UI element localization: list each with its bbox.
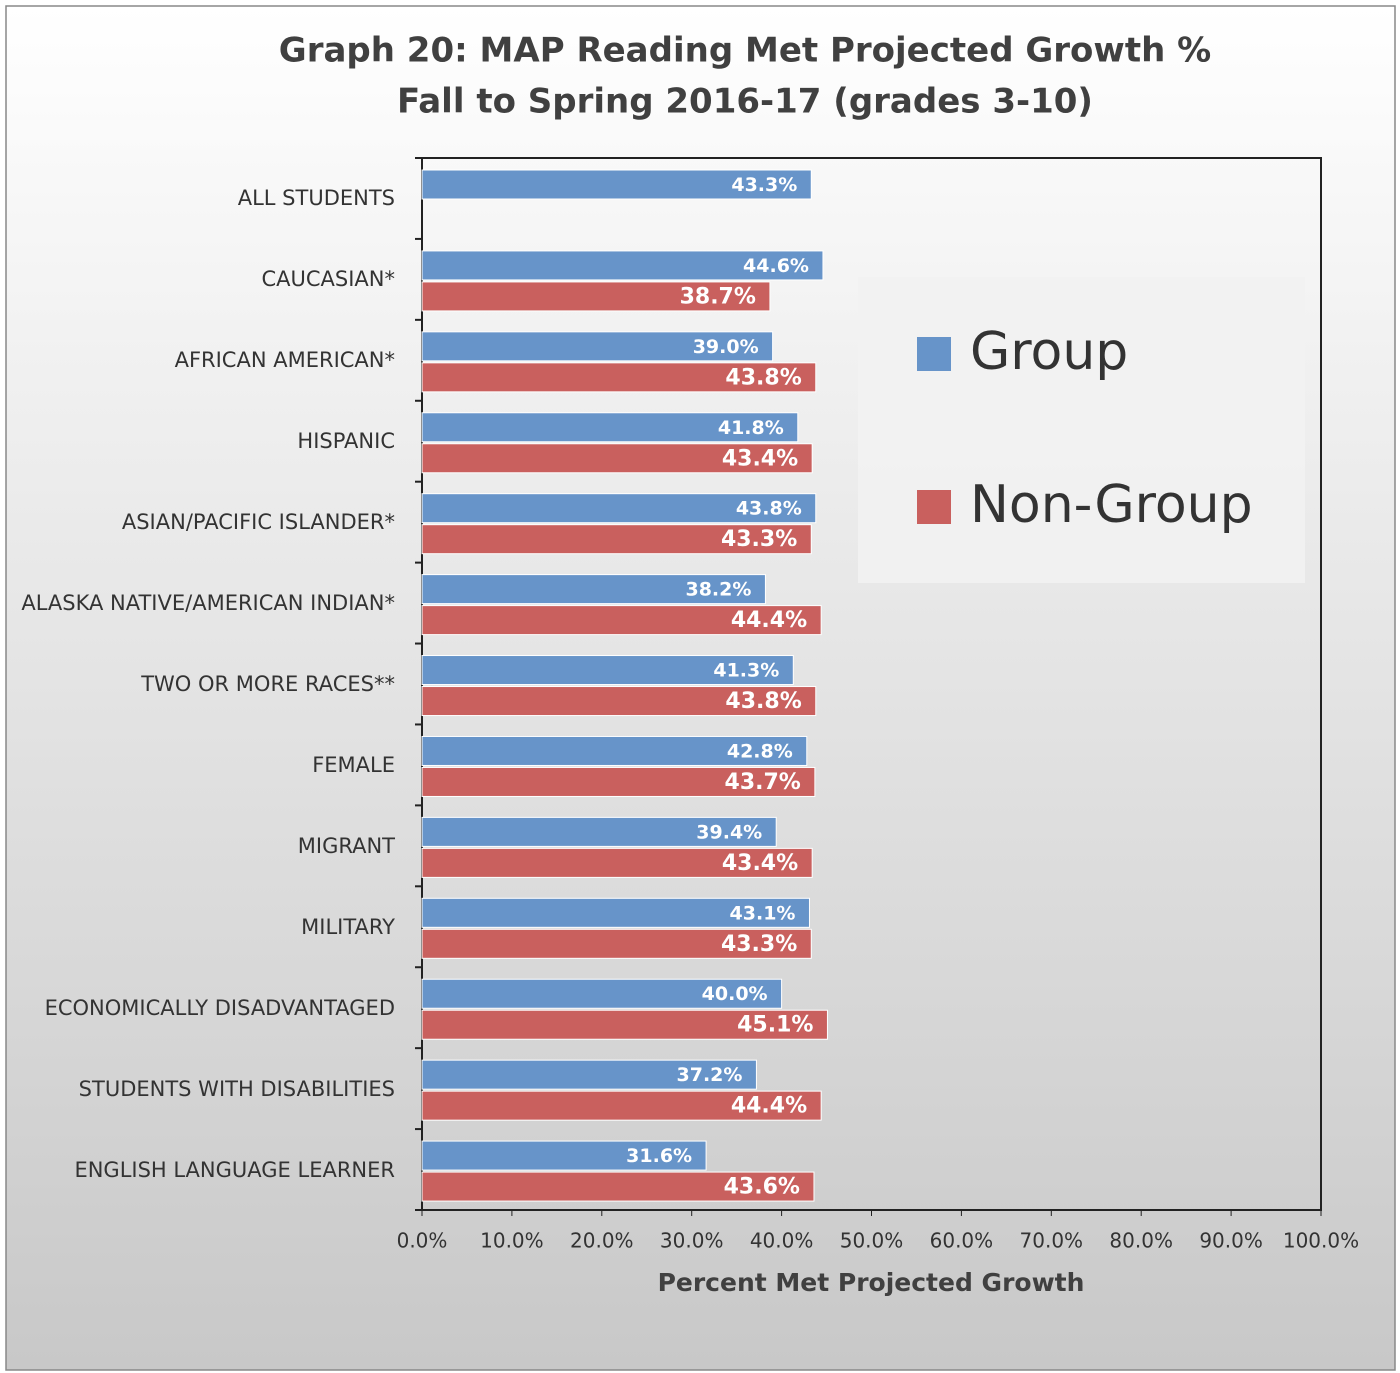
x-tick-label: 40.0% [750,1229,814,1253]
x-tick-label: 10.0% [480,1229,544,1253]
bar [421,1171,815,1202]
bar [421,847,813,878]
bar [421,978,783,1009]
y-tick-label: MIGRANT [297,833,395,858]
bar [421,443,813,474]
data-label: 43.4% [722,851,798,876]
bar [421,493,817,524]
bar [421,281,771,312]
legend-box [858,277,1305,583]
data-label: 40.0% [702,983,768,1005]
chart-title: Graph 20: MAP Reading Met Projected Grow… [279,31,1211,71]
data-label: 37.2% [677,1064,743,1086]
legend-label: Non-Group [970,475,1253,535]
data-label: 43.4% [722,446,798,471]
y-tick-label: ECONOMICALLY DISADVANTAGED [44,995,395,1020]
bar [421,897,810,928]
data-label: 31.6% [626,1145,692,1167]
x-axis-label: Percent Met Projected Growth [658,1268,1085,1297]
y-tick-label: CAUCASIAN* [261,267,395,292]
bar [421,766,816,797]
data-label: 43.3% [721,527,797,552]
bar [421,574,766,605]
bar [421,362,817,393]
x-tick-label: 60.0% [930,1229,994,1253]
data-label: 38.7% [680,284,756,309]
y-tick-label: ALL STUDENTS [237,186,395,211]
bar [421,735,808,766]
y-tick-label: ALASKA NATIVE/AMERICAN INDIAN* [21,591,395,616]
y-tick-label: STUDENTS WITH DISABILITIES [78,1076,395,1101]
data-label: 43.8% [725,365,801,390]
x-tick-label: 80.0% [1109,1229,1173,1253]
bar [421,1090,822,1121]
y-tick-label: MILITARY [301,914,395,939]
bar [421,1140,707,1171]
data-label: 42.8% [727,740,793,762]
bar [421,1009,828,1040]
y-tick-label: TWO OR MORE RACES** [141,672,395,696]
data-label: 43.3% [721,932,797,957]
data-label: 43.1% [730,902,796,924]
data-label: 45.1% [737,1013,813,1038]
data-label: 43.8% [736,498,802,520]
legend-swatch [917,337,951,371]
x-tick-label: 30.0% [660,1229,724,1253]
data-label: 38.2% [685,579,751,601]
y-tick-label: HISPANIC [297,429,395,454]
bar [421,605,822,636]
bar [421,928,812,959]
y-tick-label: ASIAN/PACIFIC ISLANDER* [121,510,395,535]
data-label: 44.4% [731,608,807,633]
bar [421,331,774,362]
data-label: 39.0% [693,336,759,358]
data-label: 44.4% [731,1094,807,1119]
bar [421,524,812,555]
y-tick-label: FEMALE [312,752,395,777]
bar [421,816,777,847]
chart-subtitle: Fall to Spring 2016-17 (grades 3-10) [397,82,1093,122]
bar [421,1059,757,1090]
data-label: 43.3% [731,174,797,196]
x-tick-label: 50.0% [840,1229,904,1253]
data-label: 44.6% [743,255,809,277]
x-tick-label: 100.0% [1283,1229,1359,1253]
data-label: 41.3% [713,660,779,682]
data-label: 43.7% [725,770,801,795]
data-label: 41.8% [718,417,784,439]
bar [421,250,824,281]
data-label: 43.8% [725,689,801,714]
bar [421,412,799,443]
x-tick-label: 90.0% [1199,1229,1263,1253]
legend-label: Group [970,322,1128,382]
x-tick-label: 20.0% [570,1229,634,1253]
y-tick-label: ENGLISH LANGUAGE LEARNER [74,1157,395,1182]
x-tick-label: 70.0% [1020,1229,1084,1253]
legend-swatch [917,490,951,524]
y-tick-label: AFRICAN AMERICAN* [174,348,395,373]
bar [421,169,812,200]
data-label: 39.4% [696,821,762,843]
bar [421,686,817,717]
x-tick-label: 0.0% [397,1229,448,1253]
data-label: 43.6% [724,1175,800,1200]
bar [421,655,794,686]
